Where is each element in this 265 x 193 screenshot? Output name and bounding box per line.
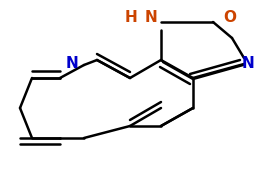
Text: O: O	[223, 10, 236, 25]
Text: N: N	[145, 10, 157, 25]
Text: N: N	[242, 56, 254, 70]
Text: N: N	[66, 56, 78, 70]
Text: H: H	[125, 10, 137, 25]
